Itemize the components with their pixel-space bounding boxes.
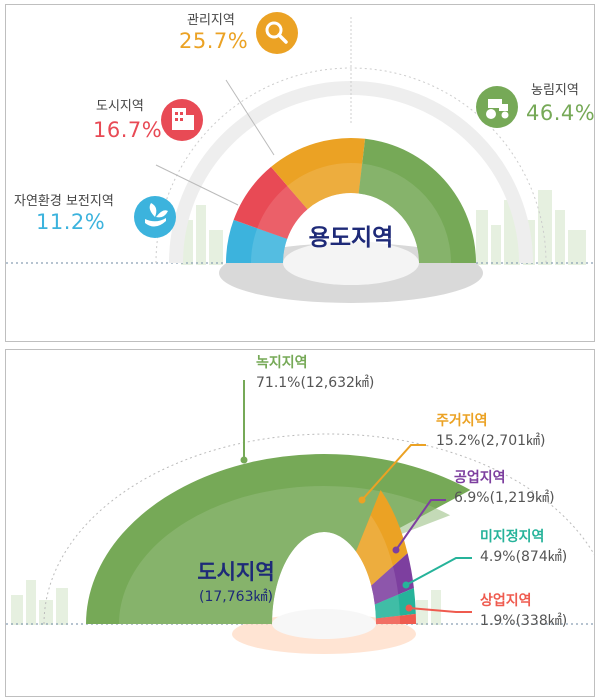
inner-floor — [283, 241, 419, 285]
label-commercial-area: 상업지역 — [480, 593, 532, 609]
segment-nature-conservation — [226, 219, 288, 263]
city-skyline — [181, 190, 586, 265]
label-nature-conservation-area: 자연환경 보전지역 — [14, 194, 114, 209]
zoning-chart — [6, 12, 594, 303]
value-residential-area: 15.2%(2,701㎢) — [436, 433, 546, 449]
segment-management — [271, 138, 366, 210]
segment-agri-forest — [358, 138, 476, 263]
segment-urban — [233, 166, 308, 239]
label-industrial-area: 공업지역 — [454, 470, 506, 486]
inner-floor — [272, 609, 376, 639]
value-nature-conservation-area: 11.2% — [36, 210, 106, 234]
leader-line-industrial — [392, 499, 446, 554]
zoning-chart-panel: 용도지역 관리지역 25.7% 도시지역 16.7% 자연환경 보전지역 11.… — [5, 4, 595, 342]
chart-center-subtitle: (17,763㎢) — [199, 589, 273, 605]
leader-line-green — [240, 380, 248, 464]
label-green-area: 녹지지역 — [256, 355, 308, 371]
value-agri-forest-area: 46.4% — [526, 101, 595, 125]
segment-green — [86, 454, 471, 624]
leader-line-commercial — [405, 604, 472, 613]
value-commercial-area: 1.9%(338㎢) — [480, 613, 568, 629]
chart-center-title: 도시지역 — [197, 560, 275, 584]
outer-guide-arc — [43, 433, 594, 625]
label-management-area: 관리지역 — [187, 13, 235, 28]
leader-line-unspecified — [402, 557, 472, 589]
value-management-area: 25.7% — [179, 29, 249, 53]
hand-leaf-icon — [134, 196, 176, 238]
building-icon — [161, 99, 203, 141]
urban-area-chart — [6, 380, 594, 654]
label-unspecified-area: 미지정지역 — [480, 529, 545, 545]
leader-line-residential — [358, 444, 426, 504]
outer-guide-arc — [155, 67, 547, 264]
outer-ring — [169, 81, 533, 264]
label-urban-area: 도시지역 — [96, 99, 144, 114]
segment-commercial — [375, 613, 416, 624]
segment-unspecified — [374, 587, 416, 619]
urban-area-chart-panel: 도시지역 (17,763㎢) 녹지지역 71.1%(12,632㎢) 주거지역 … — [5, 349, 595, 697]
tractor-icon — [476, 86, 518, 128]
leader-line-2 — [155, 164, 239, 206]
leader-line-1 — [225, 79, 275, 156]
label-residential-area: 주거지역 — [436, 413, 488, 429]
label-agri-forest-area: 농림지역 — [531, 83, 579, 98]
value-green-area: 71.1%(12,632㎢) — [256, 375, 375, 391]
value-industrial-area: 6.9%(1,219㎢) — [454, 490, 555, 506]
city-skyline — [11, 580, 441, 625]
value-unspecified-area: 4.9%(874㎢) — [480, 549, 568, 565]
segment-residential — [356, 490, 408, 586]
value-urban-area: 16.7% — [93, 118, 163, 142]
chart-center-title: 용도지역 — [308, 225, 394, 251]
magnifier-icon — [256, 12, 298, 54]
segment-industrial — [371, 553, 414, 605]
